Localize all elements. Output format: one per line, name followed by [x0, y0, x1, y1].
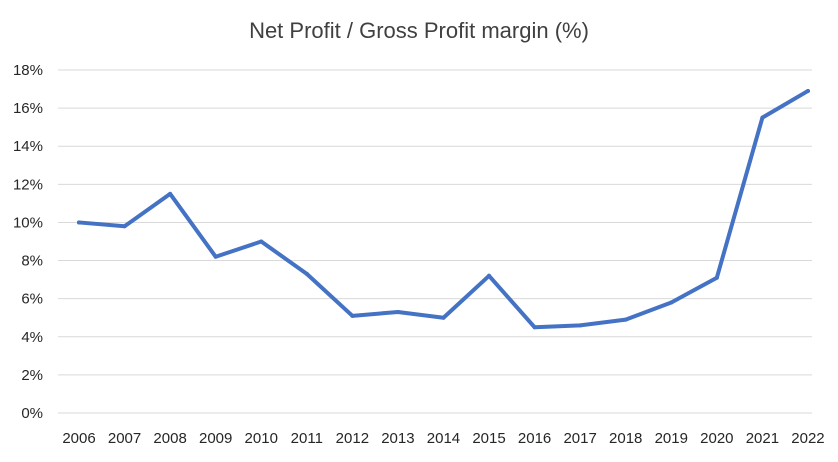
x-tick-label: 2008 [153, 430, 186, 447]
y-tick-label: 18% [13, 62, 43, 79]
x-tick-label: 2010 [245, 430, 278, 447]
y-tick-label: 2% [21, 367, 43, 384]
y-tick-label: 10% [13, 214, 43, 231]
y-tick-label: 8% [21, 253, 43, 270]
x-tick-label: 2016 [518, 430, 551, 447]
x-tick-label: 2022 [791, 430, 824, 447]
x-tick-label: 2017 [563, 430, 596, 447]
data-point [304, 271, 309, 276]
x-tick-label: 2014 [427, 430, 460, 447]
series-line [77, 88, 810, 330]
data-point [350, 313, 355, 318]
y-tick-label: 4% [21, 329, 43, 346]
x-tick-label: 2018 [609, 430, 642, 447]
data-point [623, 317, 628, 322]
x-tick-label: 2012 [336, 430, 369, 447]
x-tick-label: 2021 [746, 430, 779, 447]
x-tick-label: 2009 [199, 430, 232, 447]
x-tick-label: 2015 [472, 430, 505, 447]
data-point [168, 191, 173, 196]
data-point [805, 88, 810, 93]
data-point [714, 275, 719, 280]
data-point [532, 325, 537, 330]
y-axis-tick-labels: 0% 2% 4% 6% 8% 10% 12% 14% 16% 18% [13, 62, 43, 422]
y-tick-label: 14% [13, 138, 43, 155]
gridlines [58, 69, 812, 414]
y-tick-label: 12% [13, 176, 43, 193]
data-point [578, 323, 583, 328]
x-axis-tick-labels: 2006 2007 2008 2009 2010 2011 2012 2013 2014 2015… [62, 430, 824, 447]
series-layer [77, 88, 810, 330]
data-point [487, 273, 492, 278]
data-point [669, 300, 674, 305]
y-tick-label: 16% [13, 100, 43, 117]
y-tick-label: 0% [21, 405, 43, 422]
data-point [213, 254, 218, 259]
x-tick-label: 2007 [108, 430, 141, 447]
data-point [77, 220, 81, 225]
data-point [259, 239, 264, 244]
x-tick-label: 2011 [291, 430, 323, 447]
x-tick-label: 2006 [62, 430, 95, 447]
x-tick-label: 2019 [655, 430, 688, 447]
x-tick-label: 2020 [700, 430, 733, 447]
x-tick-label: 2013 [381, 430, 414, 447]
y-tick-label: 6% [21, 291, 43, 308]
data-point [760, 115, 765, 120]
data-point [395, 310, 400, 315]
chart-title: Net Profit / Gross Profit margin (%) [249, 18, 589, 43]
data-point [122, 224, 127, 229]
data-point [441, 315, 446, 320]
